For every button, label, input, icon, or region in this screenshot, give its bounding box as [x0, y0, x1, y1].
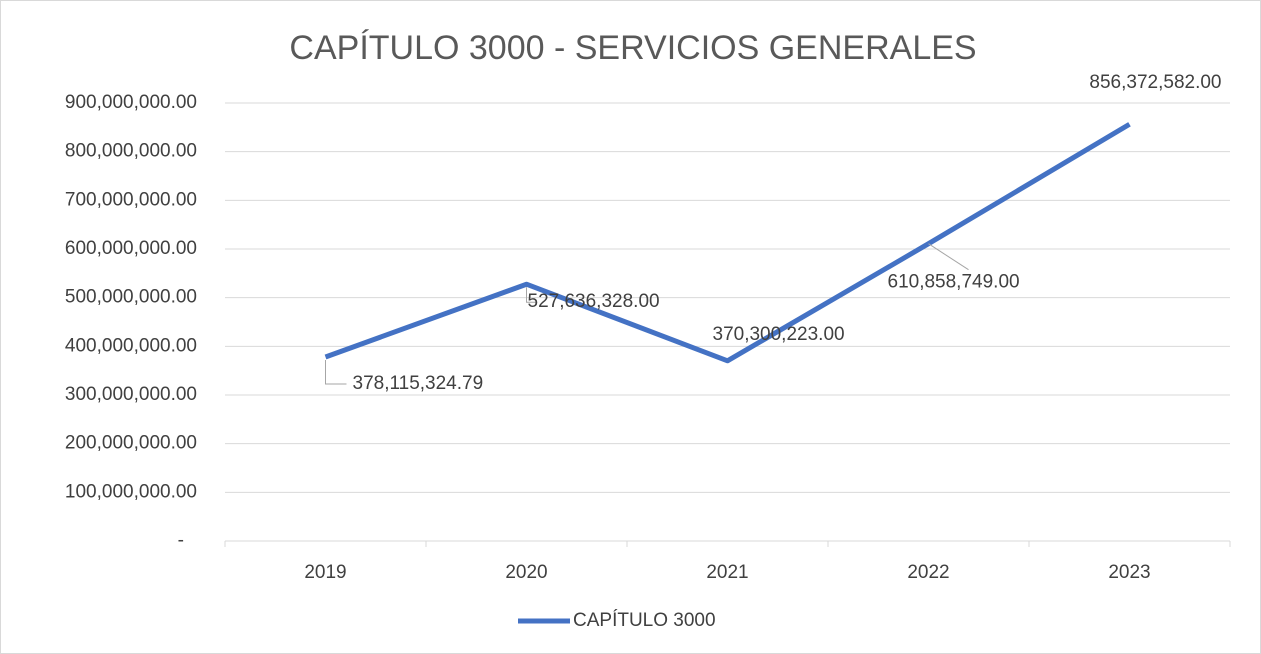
y-tick-label: 900,000,000.00	[65, 92, 197, 113]
y-tick-label: 100,000,000.00	[65, 481, 197, 502]
data-label: 527,636,328.00	[528, 291, 660, 312]
x-tick-label: 2022	[907, 562, 949, 583]
data-label: 370,300,223.00	[713, 324, 845, 345]
data-label: 378,115,324.79	[353, 373, 484, 394]
x-tick-label: 2020	[505, 562, 547, 583]
leader-line	[526, 287, 537, 303]
y-tick-label: 300,000,000.00	[65, 384, 197, 405]
data-label: 856,372,582.00	[1089, 72, 1221, 93]
data-line	[324, 122, 1131, 364]
x-tick-label: 2021	[706, 562, 748, 583]
y-tick-label: -	[178, 530, 184, 551]
y-tick-label: 700,000,000.00	[65, 189, 197, 210]
x-tick-label: 2023	[1108, 562, 1150, 583]
y-tick-label: 500,000,000.00	[65, 287, 197, 308]
y-tick-label: 400,000,000.00	[65, 335, 197, 356]
y-tick-label: 800,000,000.00	[65, 141, 197, 162]
chart-title: CAPÍTULO 3000 - SERVICIOS GENERALES	[289, 29, 976, 67]
y-tick-label: 200,000,000.00	[65, 433, 197, 454]
x-tick-label: 2019	[304, 562, 346, 583]
leader-line	[325, 359, 347, 385]
data-label: 610,858,749.00	[888, 272, 1020, 293]
y-tick-label: 600,000,000.00	[65, 238, 197, 259]
legend-label: CAPÍTULO 3000	[573, 610, 716, 631]
leader-line	[928, 243, 969, 271]
